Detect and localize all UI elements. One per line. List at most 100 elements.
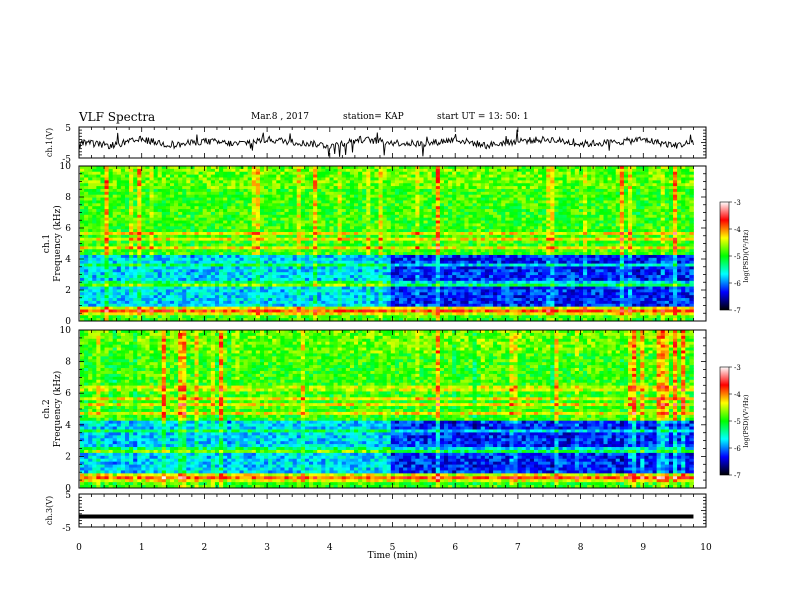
spectrogram-cell xyxy=(390,275,396,279)
spectrogram-cell xyxy=(149,186,155,190)
spectrogram-cell xyxy=(92,203,97,207)
spectrogram-cell xyxy=(341,286,347,290)
spectrogram-cell xyxy=(186,300,191,305)
spectrogram-cell xyxy=(415,183,420,187)
spectrogram-cell xyxy=(219,186,224,190)
spectrogram-cell xyxy=(300,180,306,184)
spectrogram-cell xyxy=(108,303,114,308)
spectrogram-cell xyxy=(427,237,433,242)
spectrogram-cell xyxy=(329,315,334,319)
spectrogram-cell xyxy=(116,232,122,236)
spectrogram-cell xyxy=(141,260,146,264)
spectrogram-cell xyxy=(157,295,163,299)
spectrogram-cell xyxy=(325,217,330,221)
spectrogram-cell xyxy=(84,249,89,253)
spectrogram-cell xyxy=(247,206,253,210)
spectrogram-cell xyxy=(210,292,216,296)
spectrogram-cell xyxy=(116,240,122,244)
spectrogram-cell xyxy=(88,191,93,196)
spectrogram-cell xyxy=(427,286,433,290)
spectrogram-cell xyxy=(386,295,392,299)
spectrogram-cell xyxy=(247,237,253,242)
spectrogram-cell xyxy=(112,220,118,224)
spectrogram-cell xyxy=(423,168,429,173)
spectrogram-cell xyxy=(178,243,183,247)
spectrogram-cell xyxy=(419,206,424,210)
spectrogram-cell xyxy=(104,209,110,213)
spectrogram-cell xyxy=(108,300,114,305)
spectrogram-cell xyxy=(423,303,429,308)
spectrogram-cell xyxy=(124,295,130,299)
spectrogram-cell xyxy=(198,243,204,247)
spectrogram-cell xyxy=(423,275,429,279)
spectrogram-cell xyxy=(259,237,265,242)
spectrogram-cell xyxy=(403,289,408,293)
spectrogram-cell xyxy=(399,300,404,305)
spectrogram-cell xyxy=(386,283,392,287)
spectrogram-cell xyxy=(149,211,155,216)
spectrogram-cell xyxy=(280,252,285,256)
spectrogram-cell xyxy=(399,306,404,310)
spectrogram-cell xyxy=(243,263,249,267)
spectrogram-cell xyxy=(411,240,416,244)
spectrogram-cell xyxy=(435,240,441,244)
spectrogram-cell xyxy=(300,226,306,230)
spectrogram-cell xyxy=(112,289,118,293)
spectrogram-cell xyxy=(88,300,93,305)
spectrogram-cell xyxy=(337,186,343,190)
spectrogram-cell xyxy=(174,292,179,296)
spectrogram-cell xyxy=(329,283,334,287)
spectrogram-cell xyxy=(443,269,449,273)
spectrogram-cell xyxy=(411,252,416,256)
spectrogram-cell xyxy=(255,263,261,267)
spectrogram-cell xyxy=(439,266,445,270)
spectrogram-cell xyxy=(104,260,110,264)
spectrogram-cell xyxy=(435,252,441,256)
spectrogram-cell xyxy=(190,246,195,250)
spectrogram-cell xyxy=(169,226,175,230)
spectrogram-cell xyxy=(362,275,367,279)
spectrogram-cell xyxy=(141,254,146,259)
spectrogram-cell xyxy=(219,168,224,173)
spectrogram-cell xyxy=(313,289,318,293)
spectrogram-cell xyxy=(137,286,142,290)
spectrogram-cell xyxy=(358,263,363,267)
spectrogram-cell xyxy=(169,286,175,290)
spectrogram-cell xyxy=(235,229,240,233)
spectrogram-cell xyxy=(304,306,310,310)
spectrogram-cell xyxy=(243,226,249,230)
spectrogram-cell xyxy=(317,315,322,319)
spectrogram-cell xyxy=(133,211,138,216)
spectrogram-cell xyxy=(243,295,249,299)
spectrogram-cell xyxy=(112,315,118,319)
spectrogram-cell xyxy=(174,283,179,287)
spectrogram-cell xyxy=(214,263,220,267)
spectrogram-cell xyxy=(304,206,310,210)
spectrogram-cell xyxy=(284,318,289,322)
spectrogram-cell xyxy=(272,180,277,184)
spectrogram-cell xyxy=(259,298,265,302)
spectrogram-cell xyxy=(169,220,175,224)
spectrogram-cell xyxy=(419,246,424,250)
spectrogram-cell xyxy=(378,183,384,187)
spectrogram-cell xyxy=(292,318,298,322)
spectrogram-cell xyxy=(133,315,138,319)
spectrogram-cell xyxy=(161,300,167,305)
spectrogram-cell xyxy=(419,275,424,279)
spectrogram-cell xyxy=(337,168,343,173)
spectrogram-cell xyxy=(313,188,318,193)
spectrogram-cell xyxy=(145,289,150,293)
spectrogram-cell xyxy=(309,252,314,256)
spectrogram-cell xyxy=(219,214,224,219)
spectrogram-cell xyxy=(276,183,281,187)
spectrogram-cell xyxy=(178,260,183,264)
spectrogram-cell xyxy=(157,292,163,296)
spectrogram-cell xyxy=(198,309,204,313)
spectrogram-cell xyxy=(448,272,453,276)
spectrogram-cell xyxy=(268,206,273,210)
spectrogram-cell xyxy=(329,263,334,267)
spectrogram-cell xyxy=(231,295,236,299)
spectrogram-cell xyxy=(452,266,457,270)
spectrogram-cell xyxy=(403,168,408,173)
spectrogram-cell xyxy=(443,266,449,270)
